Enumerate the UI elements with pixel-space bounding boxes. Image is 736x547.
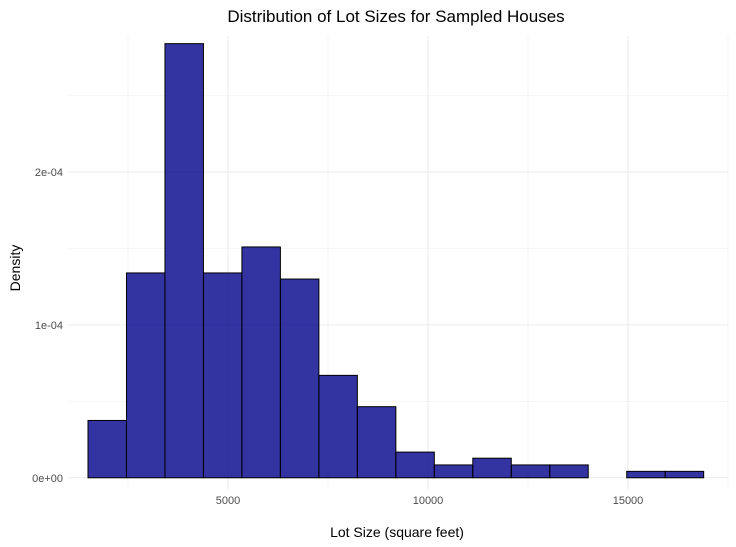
y-axis-ticks: 0e+00 1e-04 2e-04 bbox=[32, 167, 63, 485]
y-tick-label: 1e-04 bbox=[35, 320, 63, 332]
histogram-bar-2 bbox=[125, 272, 166, 479]
histogram-bar-5 bbox=[241, 246, 281, 479]
histogram-bar-13 bbox=[549, 464, 589, 479]
x-axis-ticks: 5000 10000 15000 bbox=[216, 495, 644, 507]
histogram-bar-1 bbox=[87, 419, 127, 479]
histogram-bar-16 bbox=[664, 470, 705, 479]
x-tick-label: 5000 bbox=[216, 495, 240, 507]
histogram-bar-10 bbox=[433, 464, 474, 479]
histogram-bar-9 bbox=[395, 451, 435, 479]
histogram-bar-4 bbox=[202, 272, 243, 479]
histogram-bar-8 bbox=[356, 406, 397, 479]
chart-title: Distribution of Lot Sizes for Sampled Ho… bbox=[227, 7, 564, 26]
y-tick-label: 2e-04 bbox=[35, 167, 63, 179]
x-axis-label: Lot Size (square feet) bbox=[330, 524, 464, 540]
x-tick-label: 15000 bbox=[613, 495, 644, 507]
histogram-bar-11 bbox=[472, 457, 512, 479]
x-tick-label: 10000 bbox=[413, 495, 444, 507]
histogram-bar-6 bbox=[279, 278, 320, 479]
histogram-bar-12 bbox=[510, 464, 551, 479]
histogram-bar-15 bbox=[626, 470, 666, 479]
y-axis-label: Density bbox=[7, 245, 23, 292]
histogram-bar-3 bbox=[164, 43, 204, 479]
bars bbox=[87, 43, 705, 479]
y-tick-label: 0e+00 bbox=[32, 473, 63, 485]
histogram-bar-7 bbox=[318, 374, 358, 479]
